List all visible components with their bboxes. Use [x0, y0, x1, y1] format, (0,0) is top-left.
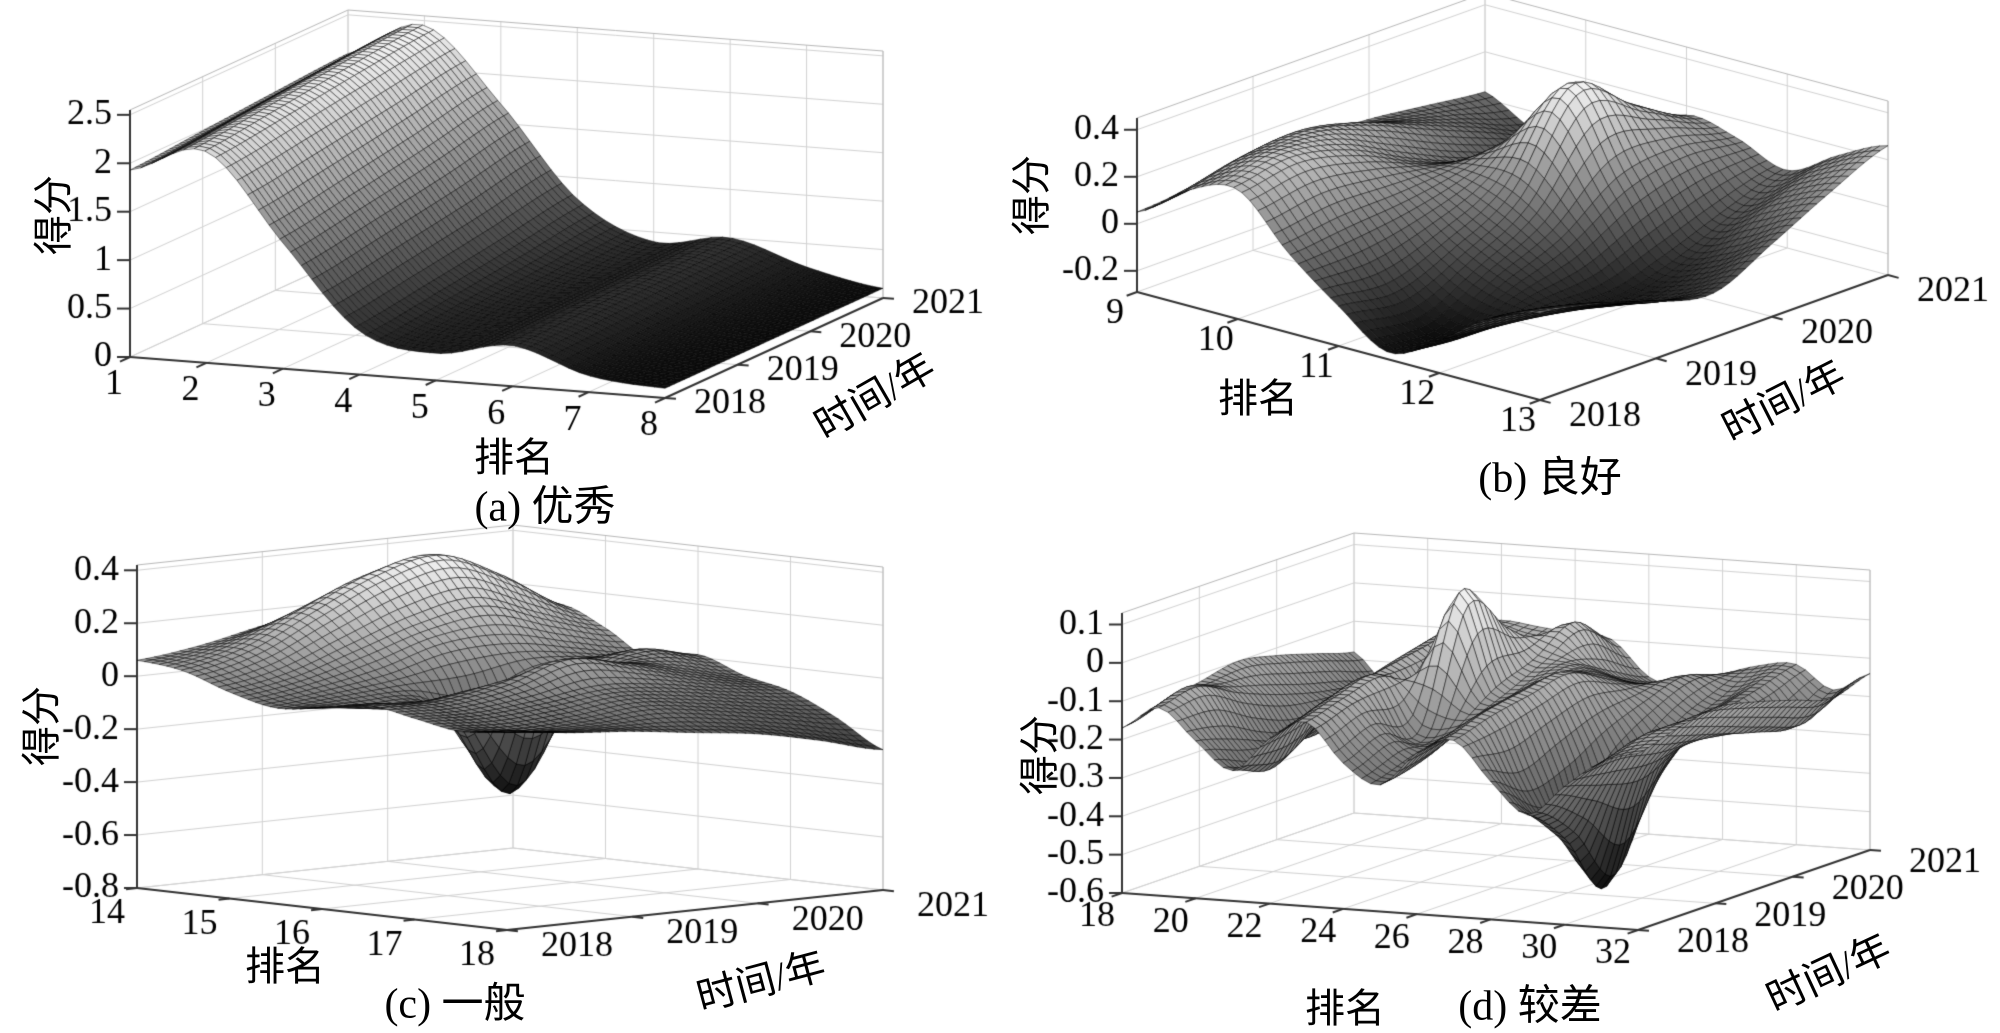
- panel-b-x-axis-label: 排名: [1218, 376, 1298, 421]
- panel-a-x-axis-label: 排名: [474, 435, 554, 480]
- panel-c-caption: (c) 一般: [384, 981, 526, 1028]
- panel-c-z-axis-label: 得分: [19, 686, 64, 766]
- panel-d-z-axis-label: 得分: [1017, 715, 1062, 795]
- panel-a-caption: (a) 优秀: [474, 484, 616, 531]
- panel-b-caption: (b) 良好: [1478, 455, 1622, 502]
- panel-c-x-axis-label: 排名: [245, 944, 325, 989]
- panel-d-x-axis-label: 排名: [1305, 986, 1385, 1031]
- panel-d-caption: (d) 较差: [1458, 983, 1602, 1030]
- panel-a-z-axis-label: 得分: [31, 175, 76, 255]
- panel-b-z-axis-label: 得分: [1009, 155, 1054, 235]
